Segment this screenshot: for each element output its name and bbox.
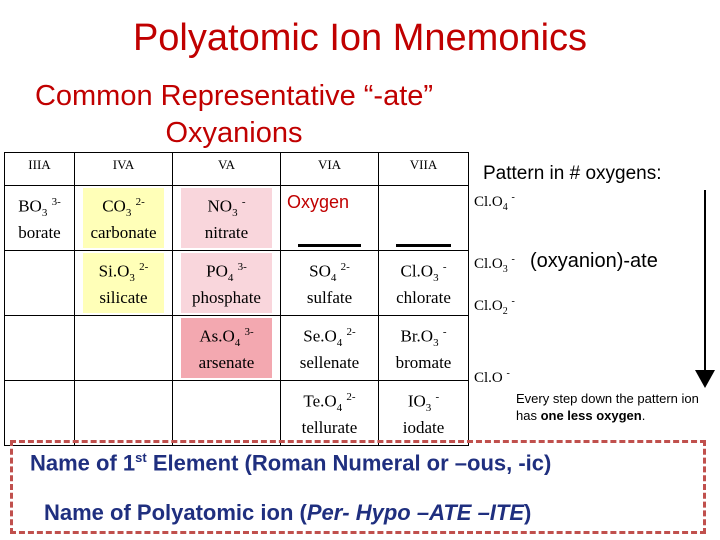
cell-arsenate: As.O4 3- arsenate [172, 315, 281, 381]
oxyanion-table: IIIA IVA VA VIA VIIA BO3 3- borate CO3 2… [4, 152, 469, 446]
cell-chlorate: Cl.O3 - chlorate [378, 250, 469, 316]
table-row: As.O4 3- arsenate Se.O4 2- sellenate Br.… [4, 315, 469, 381]
header-iiia: IIIA [4, 152, 75, 186]
down-arrow-icon [695, 190, 715, 388]
step-note: Every step down the pattern ion has one … [516, 391, 699, 423]
cell-empty [4, 380, 75, 446]
ion-name-sellenate: sellenate [299, 353, 360, 373]
ion-tellurate: Te.O4 2- tellurate [281, 381, 378, 438]
header-va: VA [172, 152, 281, 186]
header-viia: VIIA [378, 152, 469, 186]
cell-empty [74, 315, 173, 381]
footer-box [10, 440, 706, 534]
cell-sulfate: SO4 2- sulfate [280, 250, 379, 316]
ion-name-arsenate: arsenate [198, 353, 255, 373]
cell-fluorine [378, 185, 469, 251]
cell-borate: BO3 3- borate [4, 185, 75, 251]
cell-sellenate: Se.O4 2- sellenate [280, 315, 379, 381]
ion-sellenate: Se.O4 2- sellenate [281, 316, 378, 373]
pattern-ion-perchlorate: Cl.O4 - [474, 192, 515, 213]
cell-empty [74, 380, 173, 446]
oxygen-label: Oxygen [287, 192, 350, 212]
page-subtitle: Common Representative “-ate” Oxyanions [34, 80, 434, 149]
table-header-row: IIIA IVA VA VIA VIIA [4, 152, 469, 186]
page-title: Polyatomic Ion Mnemonics [132, 17, 588, 59]
ion-name-chlorate: chlorate [396, 288, 451, 308]
cell-tellurate: Te.O4 2- tellurate [280, 380, 379, 446]
ion-name-sulfate: sulfate [306, 288, 353, 308]
table-row: Si.O3 2- silicate PO4 3- phosphate SO4 2… [4, 250, 469, 316]
cell-phosphate: PO4 3- phosphate [172, 250, 281, 316]
ion-name-iodate: iodate [402, 418, 445, 438]
cell-nitrate: NO3 - nitrate [172, 185, 281, 251]
cell-bromate: Br.O3 - bromate [378, 315, 469, 381]
ion-name-bromate: bromate [395, 353, 452, 373]
cell-iodate: IO3 - iodate [378, 380, 469, 446]
cell-empty [4, 315, 75, 381]
cell-empty [172, 380, 281, 446]
cell-empty [4, 250, 75, 316]
ion-bromate: Br.O3 - bromate [379, 316, 468, 373]
cell-oxygen: Oxygen [280, 185, 379, 251]
pattern-ion-hypochlorite: Cl.O - [474, 368, 510, 386]
empty-dash [298, 244, 361, 247]
pattern-ion-chlorate: Cl.O3 - [474, 254, 515, 275]
ion-sulfate: SO4 2- sulfate [281, 251, 378, 308]
ion-name-tellurate: tellurate [301, 418, 358, 438]
table-row: Te.O4 2- tellurate IO3 - iodate [4, 380, 469, 446]
footer-line-1: Name of 1st Element (Roman Numeral or –o… [30, 450, 552, 476]
header-via: VIA [280, 152, 379, 186]
ion-name-nitrate: nitrate [204, 223, 249, 243]
cell-silicate: Si.O3 2- silicate [74, 250, 173, 316]
empty-dash [396, 244, 451, 247]
pattern-title: Pattern in # oxygens: [483, 163, 662, 184]
ion-name-carbonate: carbonate [90, 223, 157, 243]
ion-silicate: Si.O3 2- silicate [75, 251, 172, 308]
ion-phosphate: PO4 3- phosphate [173, 251, 280, 308]
footer-line-2: Name of Polyatomic ion (Per- Hypo –ATE –… [44, 500, 532, 525]
ion-name-borate: borate [18, 223, 61, 243]
ion-iodate: IO3 - iodate [379, 381, 468, 438]
ion-arsenate: As.O4 3- arsenate [173, 316, 280, 373]
ion-name-silicate: silicate [99, 288, 148, 308]
ion-name-phosphate: phosphate [192, 288, 261, 308]
cell-carbonate: CO3 2- carbonate [74, 185, 173, 251]
ate-label: (oxyanion)-ate [530, 250, 658, 272]
pattern-ion-chlorite: Cl.O2 - [474, 296, 515, 317]
ion-carbonate: CO3 2- carbonate [75, 186, 172, 243]
ion-nitrate: NO3 - nitrate [173, 186, 280, 243]
table-row: BO3 3- borate CO3 2- carbonate NO3 - nit… [4, 185, 469, 251]
ion-borate: BO3 3- borate [5, 186, 74, 243]
ion-chlorate: Cl.O3 - chlorate [379, 251, 468, 308]
header-iva: IVA [74, 152, 173, 186]
